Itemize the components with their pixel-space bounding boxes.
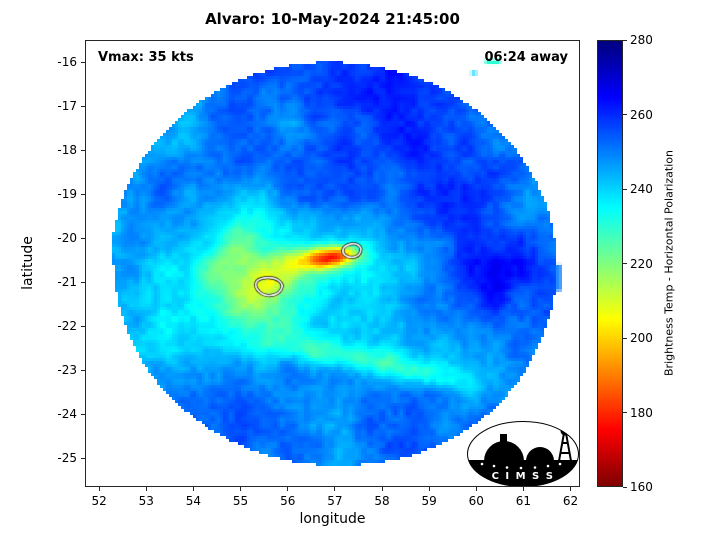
y-tick-mark <box>81 105 85 107</box>
x-tick-label: 59 <box>421 494 437 508</box>
y-tick-mark <box>81 61 85 63</box>
y-tick-mark <box>81 281 85 283</box>
chart-title: Alvaro: 10-May-2024 21:45:00 <box>205 10 460 28</box>
x-tick-label: 53 <box>138 494 154 508</box>
y-tick-label: -25 <box>57 451 77 466</box>
y-tick-mark <box>81 325 85 327</box>
y-tick-label: -16 <box>57 55 77 70</box>
y-tick-label: -19 <box>57 187 77 202</box>
y-tick-label: -23 <box>57 363 77 378</box>
vmax-annotation: Vmax: 35 kts <box>98 50 194 65</box>
x-tick-mark <box>381 487 383 491</box>
radio-tower-icon <box>558 432 572 462</box>
x-tick-label: 56 <box>280 494 296 508</box>
x-tick-mark <box>145 487 147 491</box>
x-tick-label: 52 <box>91 494 107 508</box>
x-tick-label: 58 <box>374 494 390 508</box>
y-axis-label: latitude <box>20 236 36 290</box>
x-tick-mark <box>98 487 100 491</box>
colorbar <box>597 40 623 487</box>
colorbar-tick-mark <box>623 114 627 115</box>
x-tick-label: 54 <box>185 494 202 508</box>
colorbar-tick-mark <box>623 486 627 488</box>
colorbar-tick-mark <box>623 39 627 41</box>
x-tick-label: 57 <box>327 494 343 508</box>
colorbar-tick-label: 180 <box>630 405 653 420</box>
y-tick-label: -24 <box>57 407 77 422</box>
x-tick-label: 61 <box>515 494 532 508</box>
logo-text: C I M S S <box>492 471 555 482</box>
colorbar-tick-label: 260 <box>630 107 653 122</box>
observatory-dome-icon <box>484 441 524 461</box>
y-tick-mark <box>81 369 85 371</box>
y-tick-mark <box>81 149 85 151</box>
y-tick-mark <box>81 457 85 459</box>
x-tick-mark <box>192 487 194 491</box>
x-tick-mark <box>570 487 572 491</box>
tower-dish-icon <box>560 426 570 436</box>
y-tick-mark <box>81 193 85 195</box>
x-tick-mark <box>475 487 477 491</box>
x-tick-label: 62 <box>562 494 579 508</box>
colorbar-gradient <box>598 41 622 486</box>
x-tick-mark <box>522 487 524 491</box>
x-tick-mark <box>287 487 289 491</box>
x-tick-mark <box>240 487 242 491</box>
y-tick-label: -20 <box>57 231 77 246</box>
y-tick-label: -22 <box>57 319 77 334</box>
convection-contours <box>85 40 580 487</box>
colorbar-label: Brightness Temp - Horizontal Polarizatio… <box>662 150 676 376</box>
x-tick-label: 55 <box>232 494 249 508</box>
y-tick-mark <box>81 413 85 415</box>
colorbar-tick-mark <box>623 188 627 190</box>
x-axis-label: longitude <box>299 511 366 527</box>
colorbar-tick-label: 240 <box>630 182 653 196</box>
y-tick-label: -18 <box>57 143 77 158</box>
x-tick-mark <box>428 487 430 491</box>
colorbar-tick-label: 200 <box>630 331 653 345</box>
colorbar-tick-mark <box>623 412 627 413</box>
colorbar-tick-label: 160 <box>630 480 653 494</box>
dome-cupola-icon <box>500 434 507 444</box>
small-dome-icon <box>526 447 554 461</box>
cimss-logo: C I M S S <box>467 421 579 487</box>
x-tick-mark <box>334 487 336 491</box>
logo-dots <box>480 462 562 470</box>
colorbar-tick-label: 220 <box>630 256 653 271</box>
colorbar-tick-mark <box>623 263 627 264</box>
colorbar-tick-label: 280 <box>630 33 653 47</box>
y-tick-label: -17 <box>57 99 77 114</box>
y-tick-mark <box>81 237 85 239</box>
y-tick-label: -21 <box>57 275 77 290</box>
colorbar-tick-mark <box>623 337 627 339</box>
x-tick-label: 60 <box>468 494 484 508</box>
eta-annotation: 06:24 away <box>484 50 568 65</box>
